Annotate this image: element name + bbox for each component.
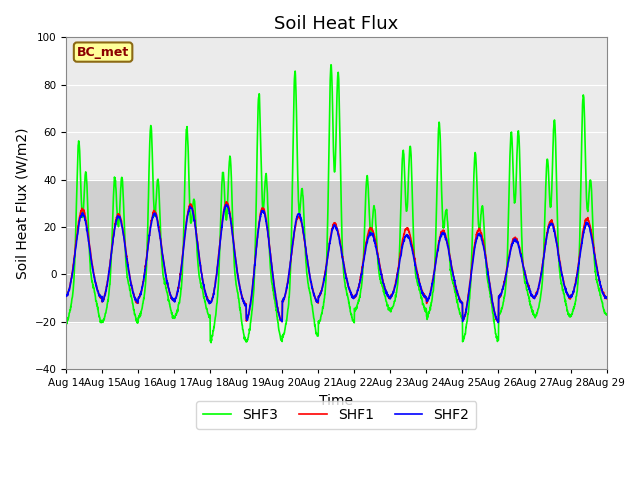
SHF3: [62, 319, 70, 325]
Title: Soil Heat Flux: Soil Heat Flux: [274, 15, 399, 33]
SHF3: [364, 182, 372, 188]
SHF1: [493, 318, 501, 324]
SHF2: [222, 202, 230, 207]
SHF3: [353, 306, 360, 312]
SHF2: [570, 286, 578, 292]
SHF3: [213, 300, 221, 306]
SHF2: [364, 236, 372, 241]
Text: BC_met: BC_met: [77, 46, 129, 59]
SHF1: [352, 292, 360, 298]
SHF2: [62, 293, 70, 299]
SHF1: [364, 232, 372, 238]
SHF3: [207, 340, 215, 346]
Bar: [66, 180, 607, 322]
SHF2: [603, 294, 611, 300]
SHF2: [493, 318, 501, 324]
SHF1: [603, 296, 611, 301]
SHF1: [62, 292, 70, 298]
SHF3: [556, 264, 563, 270]
SHF3: [327, 62, 335, 68]
SHF2: [556, 258, 563, 264]
SHF3: [494, 337, 502, 343]
Legend: SHF3, SHF1, SHF2: SHF3, SHF1, SHF2: [196, 401, 476, 429]
SHF3: [603, 312, 611, 318]
SHF1: [570, 285, 578, 291]
Line: SHF3: SHF3: [66, 65, 607, 343]
SHF2: [213, 270, 221, 276]
Line: SHF1: SHF1: [66, 202, 607, 322]
SHF2: [494, 320, 502, 325]
SHF3: [570, 304, 578, 310]
Y-axis label: Soil Heat Flux (W/m2): Soil Heat Flux (W/m2): [15, 128, 29, 279]
SHF1: [495, 319, 502, 325]
SHF1: [556, 255, 563, 261]
SHF1: [213, 270, 221, 276]
SHF1: [223, 199, 230, 205]
Line: SHF2: SHF2: [66, 204, 607, 323]
X-axis label: Time: Time: [319, 394, 353, 408]
SHF2: [352, 292, 360, 298]
